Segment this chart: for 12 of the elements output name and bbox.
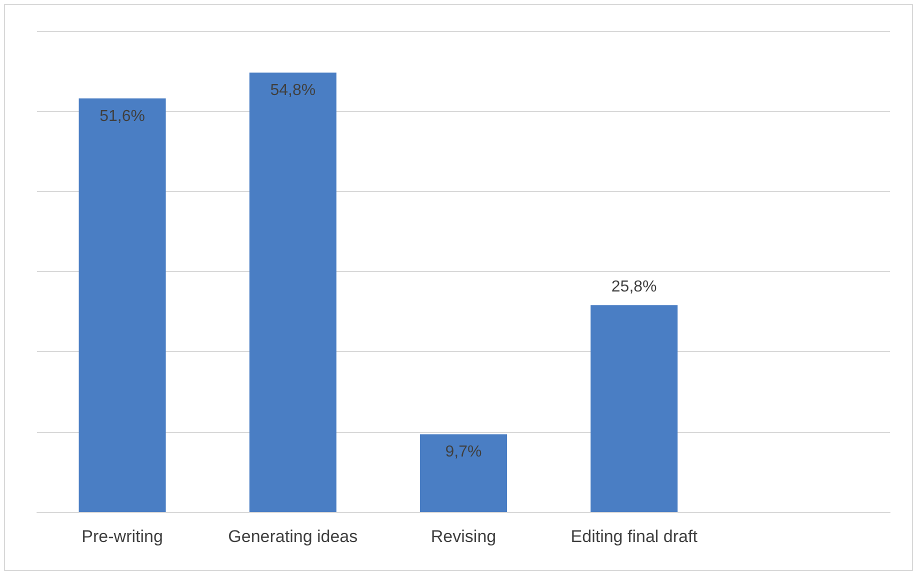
x-tick-label: Editing final draft (570, 527, 698, 546)
x-tick-label: Generating ideas (228, 527, 358, 546)
bar (420, 434, 508, 512)
data-label: 9,7% (445, 444, 482, 461)
data-label: 25,8% (611, 278, 657, 296)
data-label: 51,6% (100, 108, 145, 125)
data-label: 54,8% (270, 82, 316, 100)
x-tick-label: Revising (430, 527, 496, 546)
bar (78, 98, 166, 512)
x-tick-label: Pre-writing (82, 527, 163, 546)
bar (249, 72, 336, 512)
bar (590, 305, 678, 512)
